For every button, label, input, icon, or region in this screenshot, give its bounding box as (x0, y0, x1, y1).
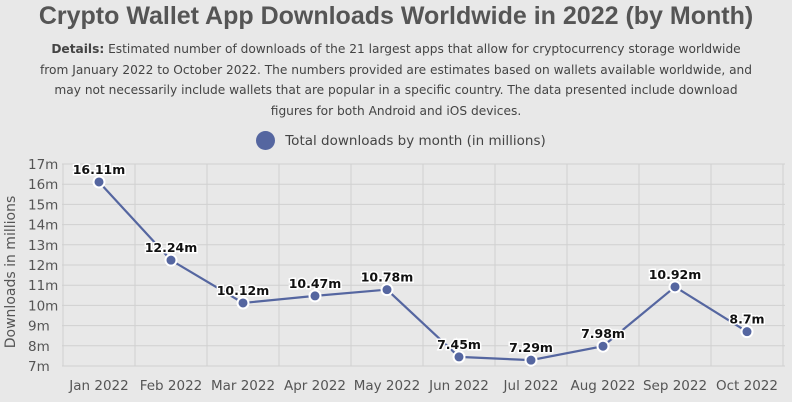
data-label: 7.29m (509, 340, 553, 355)
grid (62, 163, 785, 367)
y-tick-label: 17m (28, 157, 58, 173)
legend-marker (256, 131, 276, 150)
data-point (236, 296, 250, 310)
chart-title: Crypto Wallet App Downloads Worldwide in… (38, 2, 754, 30)
y-tick-label: 9m (28, 319, 50, 335)
data-point (740, 325, 754, 339)
data-point (668, 280, 682, 294)
data-point (164, 253, 178, 267)
data-label: 12.24m (145, 240, 198, 255)
y-tick-label: 10m (28, 298, 58, 314)
data-point (380, 283, 394, 297)
legend-label: Total downloads by month (in millions) (285, 132, 546, 149)
x-tick-label: Mar 2022 (211, 378, 275, 394)
y-tick-label: 8m (28, 339, 50, 355)
data-label: 7.98m (581, 326, 625, 341)
data-labels: 16.11m 12.24m 10.12m 10.47m 10.78m 7.45m 7.29m… (71, 160, 766, 356)
data-label: 10.12m (217, 283, 270, 298)
data-point (92, 175, 106, 189)
y-tick-label: 7m (28, 359, 50, 375)
data-label: 7.45m (437, 337, 481, 352)
data-label: 16.11m (73, 162, 126, 177)
x-tick-label: Sep 2022 (643, 378, 707, 394)
data-label: 10.47m (289, 276, 342, 291)
x-tick-label: Oct 2022 (716, 378, 778, 394)
y-axis-label: Downloads in millions (3, 196, 19, 348)
y-tick-label: 13m (28, 238, 58, 254)
details-text: Estimated number of downloads of the 21 … (40, 42, 753, 118)
chart-details: Details: Estimated number of downloads o… (40, 39, 752, 121)
series-line (98, 181, 748, 362)
data-point (524, 353, 538, 367)
details-label: Details: (51, 42, 105, 56)
series-total-downloads (92, 175, 754, 367)
x-tick-label: Aug 2022 (570, 378, 635, 394)
data-label: 10.92m (649, 267, 702, 282)
y-tick-label: 11m (28, 278, 58, 294)
x-tick-label: Jun 2022 (428, 378, 489, 394)
data-point (452, 350, 466, 364)
data-label: 10.78m (361, 270, 414, 285)
x-tick-label: Jan 2022 (68, 378, 128, 394)
data-point (308, 289, 322, 303)
y-tick-label: 16m (28, 177, 58, 193)
x-axis: Jan 2022 Feb 2022 Mar 2022 Apr 2022 May 2022… (68, 378, 778, 394)
y-tick-label: 14m (28, 218, 58, 234)
y-axis: 7m 8m 9m 10m 11m 12m 13m 14m 15m 16m 17m (28, 157, 58, 375)
data-label: 8.7m (729, 312, 764, 327)
x-tick-label: May 2022 (354, 378, 421, 394)
x-tick-label: Apr 2022 (284, 378, 346, 394)
x-tick-label: Jul 2022 (503, 378, 559, 394)
x-tick-label: Feb 2022 (140, 378, 203, 394)
y-tick-label: 12m (28, 258, 58, 274)
y-tick-label: 15m (28, 197, 58, 213)
legend: Total downloads by month (in millions) (0, 131, 792, 154)
data-point (596, 339, 610, 353)
